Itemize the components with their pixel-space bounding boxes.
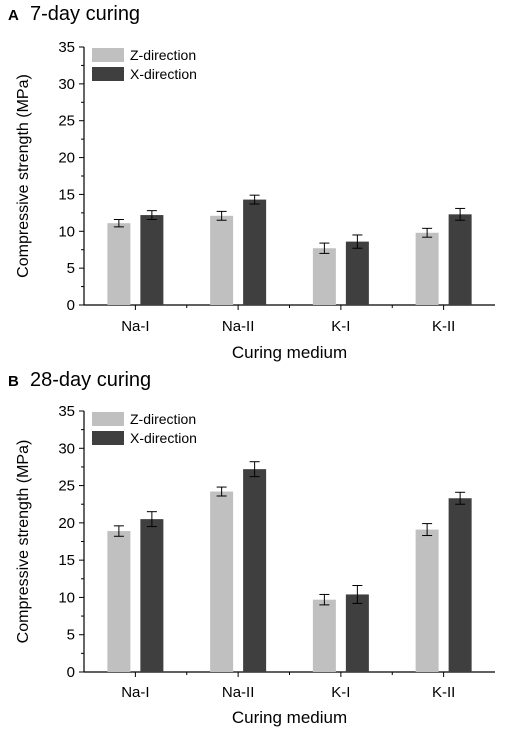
bar-z-direction	[312, 599, 336, 672]
bar-z-direction	[415, 529, 439, 672]
legend-swatch	[92, 67, 124, 81]
y-tick-label: 0	[67, 664, 75, 681]
y-tick-label: 30	[58, 76, 75, 93]
x-axis-label: Curing medium	[232, 708, 347, 727]
x-tick-label: K-II	[432, 318, 455, 335]
x-tick-label: K-I	[331, 318, 350, 335]
panel-label: A	[8, 7, 19, 24]
y-tick-label: 20	[58, 150, 75, 167]
y-axis-label: Compressive strength (MPa)	[15, 74, 32, 278]
legend-label: Z-direction	[130, 411, 196, 427]
bar-z-direction	[210, 215, 234, 305]
bar-x-direction	[140, 215, 164, 305]
chart-title: 7-day curing	[30, 3, 140, 25]
panel-label: B	[8, 373, 19, 390]
legend-swatch	[92, 48, 124, 62]
legend-swatch	[92, 431, 124, 445]
y-tick-label: 25	[58, 478, 75, 495]
bar-z-direction	[107, 531, 131, 672]
x-tick-label: Na-II	[222, 318, 255, 335]
bar-x-direction	[140, 519, 164, 672]
y-axis-label: Compressive strength (MPa)	[15, 440, 32, 644]
bar-x-direction	[345, 594, 369, 672]
bar-x-direction	[448, 214, 472, 305]
y-tick-label: 0	[67, 297, 75, 314]
y-tick-label: 35	[58, 403, 75, 420]
y-tick-label: 35	[58, 39, 75, 56]
y-tick-label: 5	[67, 627, 75, 644]
chart-panel-a: A 7-day curing 0 5 10 15 20 25 30 35 Compressive s…	[8, 3, 495, 362]
legend-label: X-direction	[130, 66, 197, 82]
chart-panel-b: B 28-day curing 0 5 10 15 20 25 30 35 Compressive …	[8, 369, 495, 727]
bar-z-direction	[415, 232, 439, 305]
x-tick-label: K-I	[331, 684, 350, 701]
bar-z-direction	[210, 491, 234, 672]
bar-z-direction	[107, 223, 131, 305]
bar-x-direction	[345, 241, 369, 305]
y-tick-label: 15	[58, 186, 75, 203]
x-tick-label: Na-I	[121, 318, 149, 335]
y-tick-label: 15	[58, 552, 75, 569]
legend-swatch	[92, 412, 124, 426]
y-tick-label: 10	[58, 589, 75, 606]
legend-label: X-direction	[130, 430, 197, 446]
x-axis-label: Curing medium	[232, 343, 347, 362]
bar-x-direction	[243, 199, 267, 305]
y-tick-label: 30	[58, 440, 75, 457]
y-tick-label: 5	[67, 260, 75, 277]
y-tick-label: 20	[58, 515, 75, 532]
x-tick-label: K-II	[432, 684, 455, 701]
bar-x-direction	[243, 469, 267, 672]
x-tick-label: Na-II	[222, 684, 255, 701]
bar-z-direction	[312, 248, 336, 305]
x-tick-label: Na-I	[121, 684, 149, 701]
y-tick-label: 25	[58, 113, 75, 130]
y-tick-label: 10	[58, 223, 75, 240]
bar-x-direction	[448, 498, 472, 672]
legend-label: Z-direction	[130, 47, 196, 63]
chart-title: 28-day curing	[30, 369, 151, 391]
